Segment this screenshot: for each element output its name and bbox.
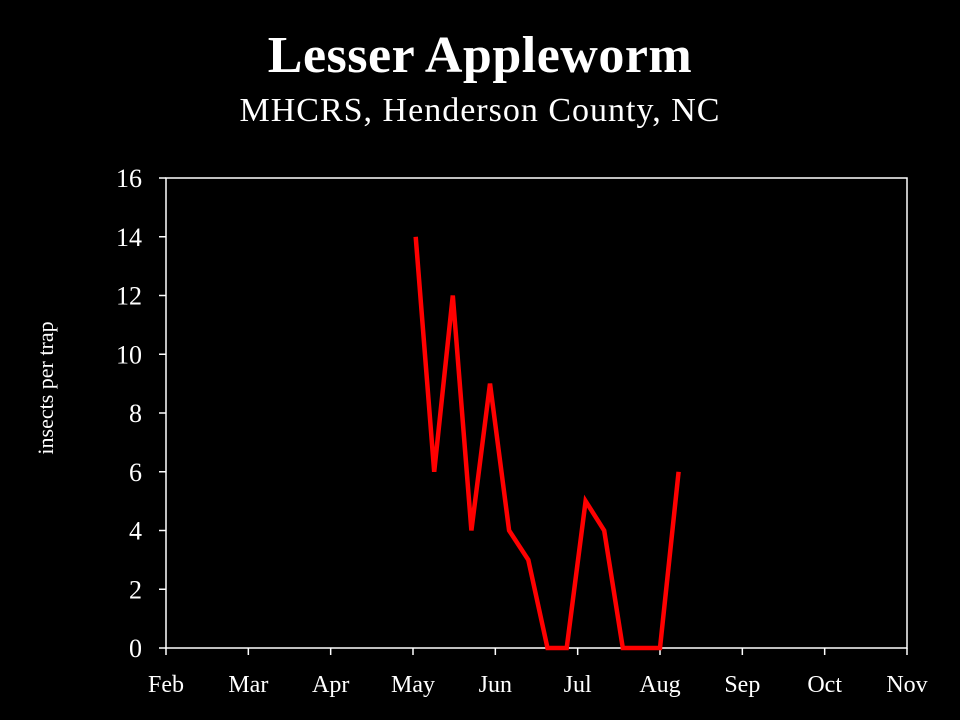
- y-tick-label: 0: [129, 634, 142, 663]
- y-tick-label: 16: [116, 164, 142, 193]
- y-tick-label: 6: [129, 458, 142, 487]
- chart-subtitle: MHCRS, Henderson County, NC: [239, 92, 721, 129]
- x-tick-label: Nov: [886, 672, 927, 698]
- plot-frame: [165, 177, 908, 649]
- x-tick-label: Oct: [807, 672, 842, 698]
- x-tick-label: Aug: [639, 672, 680, 698]
- plot-area: [165, 177, 908, 649]
- series-line: [413, 236, 681, 651]
- y-tick-label: 14: [116, 223, 142, 252]
- y-tick-label: 2: [129, 575, 142, 604]
- x-tick-label: Apr: [312, 672, 349, 698]
- x-tick-label: Feb: [148, 672, 184, 698]
- y-tick-label: 4: [129, 517, 142, 546]
- y-axis: 0 2 4 6 8 10 12 14 16: [116, 164, 166, 663]
- y-tick-label: 8: [129, 399, 142, 428]
- series-group: [413, 236, 681, 651]
- x-tick-label: Jul: [564, 672, 592, 698]
- x-tick-label: Sep: [724, 672, 760, 698]
- x-tick-label: Mar: [228, 672, 268, 698]
- chart-title: Lesser Appleworm: [267, 27, 693, 84]
- x-tick-label: Jun: [479, 672, 512, 698]
- x-tick-label: May: [391, 672, 435, 698]
- x-axis: Feb Mar Apr May Jun Jul Aug Sep Oct Nov: [148, 648, 928, 698]
- y-tick-label: 10: [116, 340, 142, 369]
- y-tick-label: 12: [116, 282, 142, 311]
